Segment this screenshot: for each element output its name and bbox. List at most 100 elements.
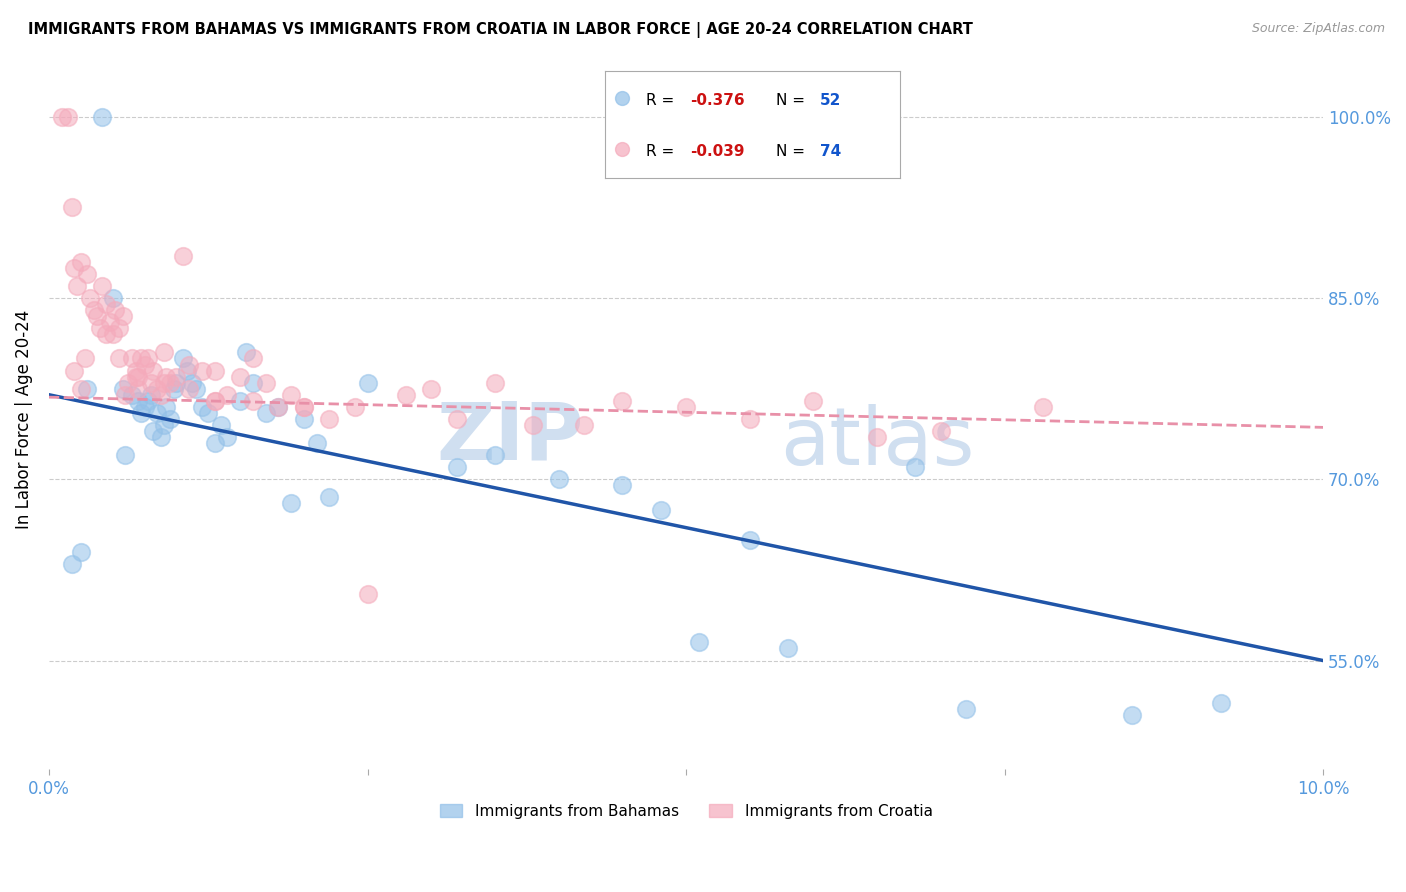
Point: [150, 430, 173, 444]
Point: [1121, 707, 1143, 722]
Point: [229, 393, 252, 408]
Point: [114, 448, 136, 462]
Point: [572, 417, 595, 432]
Text: IMMIGRANTS FROM BAHAMAS VS IMMIGRANTS FROM CROATIA IN LABOR FORCE | AGE 20-24 CO: IMMIGRANTS FROM BAHAMAS VS IMMIGRANTS FR…: [28, 22, 973, 38]
Point: [204, 436, 226, 450]
Point: [155, 369, 177, 384]
Point: [83, 303, 105, 318]
Point: [484, 448, 506, 462]
Point: [803, 393, 825, 408]
Point: [209, 417, 232, 432]
Legend: Immigrants from Bahamas, Immigrants from Croatia: Immigrants from Bahamas, Immigrants from…: [433, 797, 939, 825]
Point: [180, 376, 202, 390]
Point: [612, 91, 634, 105]
Point: [650, 502, 672, 516]
Point: [165, 369, 187, 384]
Point: [318, 491, 340, 505]
Point: [242, 393, 264, 408]
Text: 52: 52: [820, 93, 842, 108]
Point: [612, 478, 634, 492]
Y-axis label: In Labor Force | Age 20-24: In Labor Force | Age 20-24: [15, 310, 32, 529]
Point: [191, 400, 214, 414]
Point: [191, 363, 214, 377]
Point: [165, 376, 187, 390]
Point: [305, 436, 328, 450]
Point: [612, 393, 634, 408]
Point: [138, 351, 160, 366]
Point: [254, 376, 277, 390]
Point: [51, 110, 73, 124]
Point: [142, 363, 165, 377]
Point: [127, 393, 149, 408]
Point: [152, 417, 174, 432]
Point: [96, 297, 118, 311]
Point: [522, 417, 544, 432]
Point: [484, 376, 506, 390]
Text: N =: N =: [776, 145, 810, 159]
Point: [76, 267, 98, 281]
Point: [124, 363, 146, 377]
Point: [356, 587, 378, 601]
Point: [79, 291, 101, 305]
Point: [60, 201, 83, 215]
Point: [172, 249, 194, 263]
Point: [204, 393, 226, 408]
Point: [63, 260, 86, 275]
Point: [184, 382, 207, 396]
Point: [163, 382, 186, 396]
Point: [204, 393, 226, 408]
Point: [292, 412, 315, 426]
Text: atlas: atlas: [780, 404, 974, 482]
Point: [395, 388, 418, 402]
Point: [104, 303, 127, 318]
Point: [101, 327, 124, 342]
Text: N =: N =: [776, 93, 810, 108]
Point: [547, 472, 569, 486]
Text: R =: R =: [645, 93, 679, 108]
Point: [56, 110, 79, 124]
Point: [138, 393, 160, 408]
Point: [114, 388, 136, 402]
Text: -0.376: -0.376: [690, 93, 745, 108]
Point: [69, 382, 91, 396]
Point: [129, 351, 152, 366]
Point: [117, 376, 139, 390]
Point: [96, 327, 118, 342]
Point: [89, 321, 111, 335]
Point: [267, 400, 290, 414]
Point: [292, 400, 315, 414]
Point: [197, 406, 219, 420]
Point: [446, 412, 468, 426]
Point: [688, 635, 710, 649]
Point: [127, 382, 149, 396]
Point: [318, 412, 340, 426]
Point: [280, 496, 302, 510]
Point: [86, 309, 108, 323]
Text: -0.039: -0.039: [690, 145, 745, 159]
Point: [91, 110, 114, 124]
Text: R =: R =: [645, 145, 679, 159]
Point: [420, 382, 443, 396]
Point: [127, 369, 149, 384]
Point: [111, 382, 134, 396]
Point: [955, 702, 977, 716]
Point: [91, 279, 114, 293]
Point: [176, 363, 198, 377]
Point: [254, 406, 277, 420]
Point: [152, 376, 174, 390]
Point: [101, 291, 124, 305]
Point: [292, 400, 315, 414]
Point: [146, 382, 169, 396]
Point: [1032, 400, 1054, 414]
Point: [217, 388, 239, 402]
Point: [929, 424, 952, 438]
Point: [179, 358, 201, 372]
Point: [446, 460, 468, 475]
Point: [866, 430, 889, 444]
Point: [904, 460, 927, 475]
Point: [738, 533, 761, 547]
Point: [139, 376, 162, 390]
Point: [280, 388, 302, 402]
Point: [134, 358, 156, 372]
Point: [73, 351, 96, 366]
